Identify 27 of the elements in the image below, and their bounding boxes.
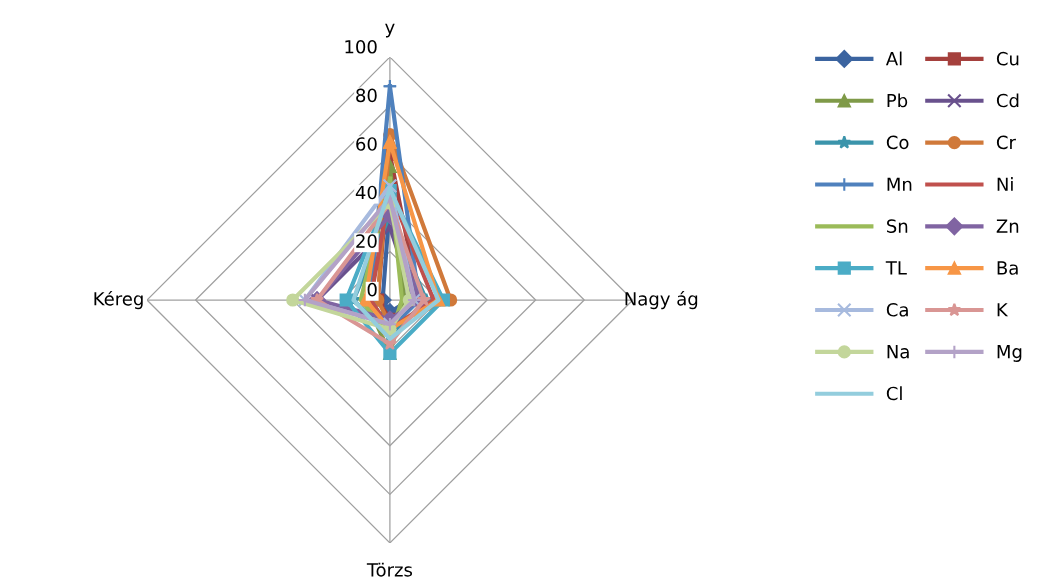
legend-label: Mg <box>997 345 1022 362</box>
legend-label: Pb <box>887 93 908 108</box>
y-tick-label: 80 <box>356 88 377 103</box>
legend-label: Co <box>886 135 909 150</box>
legend-label: K <box>997 303 1009 317</box>
spoke-label: Kéreg <box>94 290 143 310</box>
legend-label: Cr <box>996 135 1016 150</box>
legend-label: Cl <box>886 386 902 401</box>
legend-label: Cu <box>996 51 1019 66</box>
y-tick-label: 60 <box>356 137 377 151</box>
legend-label: Ni <box>997 177 1013 191</box>
legend-label: Mn <box>887 177 912 191</box>
legend-label: Al <box>885 51 902 66</box>
legend-label: Cd <box>996 93 1019 108</box>
y-tick-label: 20 <box>356 234 377 248</box>
y-tick-label: 100 <box>345 39 377 54</box>
spoke-label: Nagy ág <box>625 290 698 310</box>
legend-label: Zn <box>996 219 1019 233</box>
spoke-label: Törzs <box>366 562 413 577</box>
spoke-label: y <box>385 23 395 38</box>
legend-label: Ba <box>997 261 1018 275</box>
legend-label: Sn <box>887 219 908 233</box>
legend-label: TL <box>885 261 907 275</box>
y-tick-label: 0 <box>367 282 377 297</box>
legend-label: Ca <box>886 302 908 317</box>
legend-label: Na <box>887 345 909 359</box>
y-tick-label: 40 <box>355 185 377 200</box>
